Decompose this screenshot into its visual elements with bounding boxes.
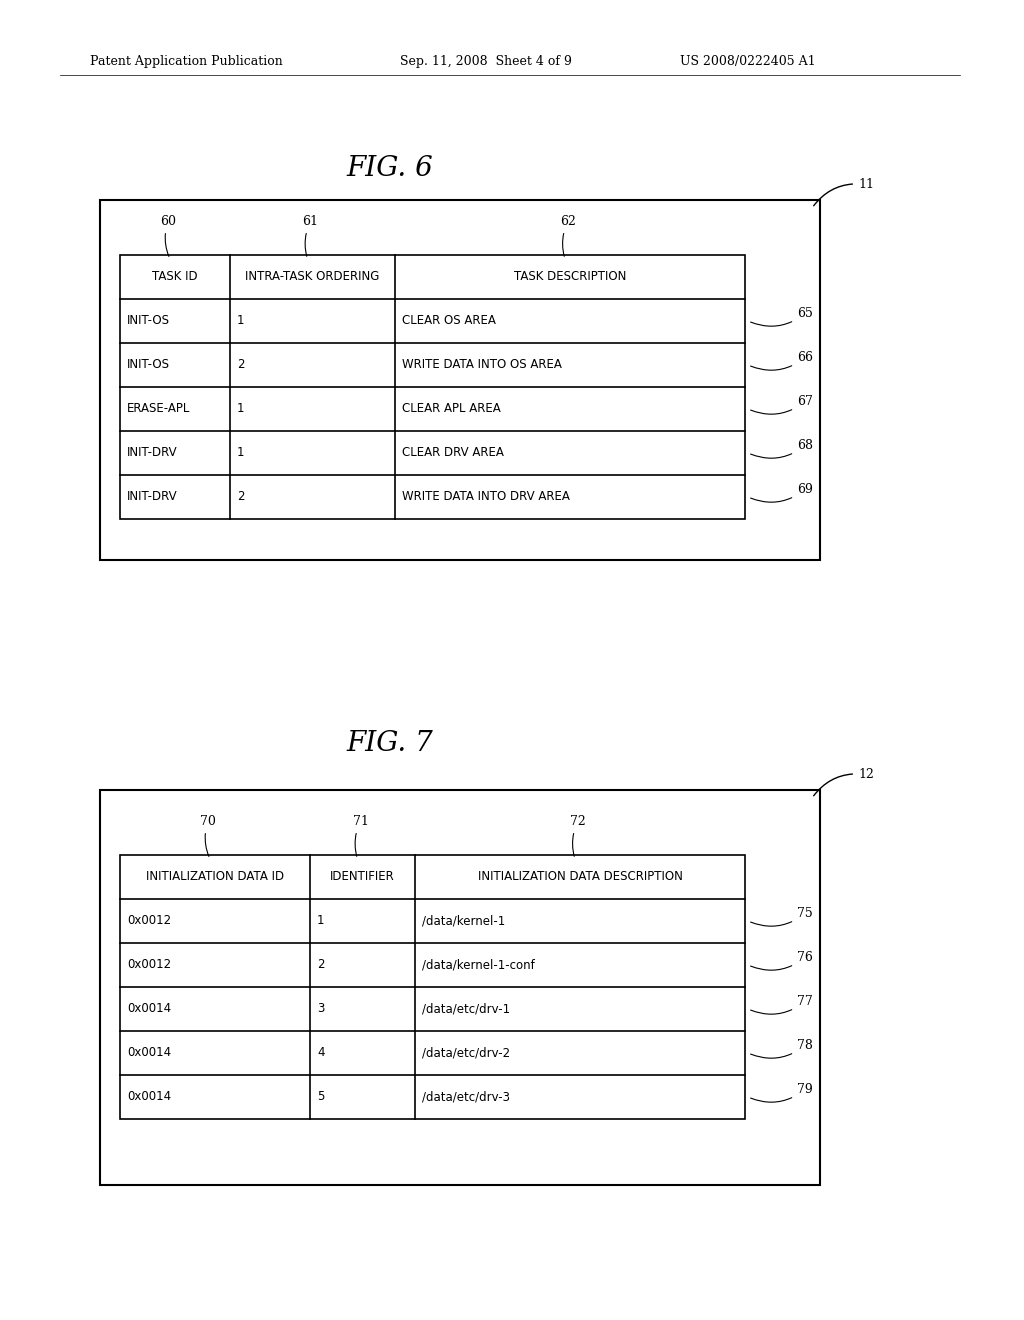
Text: 4: 4	[317, 1047, 325, 1060]
Text: /data/kernel-1: /data/kernel-1	[422, 915, 505, 928]
Text: 61: 61	[302, 215, 318, 256]
Text: 0x0014: 0x0014	[127, 1047, 171, 1060]
Text: 67: 67	[751, 395, 813, 414]
Text: WRITE DATA INTO DRV AREA: WRITE DATA INTO DRV AREA	[402, 491, 570, 503]
Text: 72: 72	[570, 814, 586, 857]
Text: 65: 65	[751, 308, 813, 326]
Text: 2: 2	[317, 958, 325, 972]
Text: 5: 5	[317, 1090, 325, 1104]
FancyBboxPatch shape	[100, 789, 820, 1185]
Text: CLEAR DRV AREA: CLEAR DRV AREA	[402, 446, 504, 459]
Text: INITIALIZATION DATA ID: INITIALIZATION DATA ID	[146, 870, 284, 883]
Bar	[120, 855, 745, 1119]
Bar	[120, 255, 745, 519]
Text: /data/etc/drv-3: /data/etc/drv-3	[422, 1090, 510, 1104]
Text: Sep. 11, 2008  Sheet 4 of 9: Sep. 11, 2008 Sheet 4 of 9	[400, 55, 571, 69]
Text: FIG. 7: FIG. 7	[347, 730, 433, 756]
Text: 75: 75	[751, 907, 813, 927]
Text: 77: 77	[751, 995, 813, 1014]
Text: 1: 1	[237, 314, 245, 327]
Text: 79: 79	[751, 1082, 813, 1102]
Text: US 2008/0222405 A1: US 2008/0222405 A1	[680, 55, 816, 69]
Text: 1: 1	[317, 915, 325, 928]
Text: WRITE DATA INTO OS AREA: WRITE DATA INTO OS AREA	[402, 359, 562, 371]
Text: TASK ID: TASK ID	[153, 271, 198, 284]
Text: 66: 66	[751, 351, 813, 370]
Text: 0x0014: 0x0014	[127, 1002, 171, 1015]
Text: 1: 1	[237, 403, 245, 416]
Text: /data/etc/drv-1: /data/etc/drv-1	[422, 1002, 510, 1015]
Text: CLEAR OS AREA: CLEAR OS AREA	[402, 314, 496, 327]
Text: 2: 2	[237, 359, 245, 371]
Text: INIT-DRV: INIT-DRV	[127, 491, 177, 503]
Text: /data/etc/drv-2: /data/etc/drv-2	[422, 1047, 510, 1060]
Text: 60: 60	[160, 215, 176, 256]
Text: IDENTIFIER: IDENTIFIER	[330, 870, 395, 883]
Text: 3: 3	[317, 1002, 325, 1015]
Text: /data/kernel-1-conf: /data/kernel-1-conf	[422, 958, 535, 972]
Text: INTRA-TASK ORDERING: INTRA-TASK ORDERING	[246, 271, 380, 284]
Text: 70: 70	[200, 814, 216, 857]
Text: 78: 78	[751, 1039, 813, 1059]
Text: FIG. 6: FIG. 6	[347, 154, 433, 182]
Text: Patent Application Publication: Patent Application Publication	[90, 55, 283, 69]
Text: TASK DESCRIPTION: TASK DESCRIPTION	[514, 271, 627, 284]
Text: 1: 1	[237, 446, 245, 459]
Text: 0x0014: 0x0014	[127, 1090, 171, 1104]
Text: 0x0012: 0x0012	[127, 915, 171, 928]
Text: INITIALIZATION DATA DESCRIPTION: INITIALIZATION DATA DESCRIPTION	[477, 870, 682, 883]
Text: 76: 76	[751, 950, 813, 970]
Text: INIT-OS: INIT-OS	[127, 314, 170, 327]
Text: 0x0012: 0x0012	[127, 958, 171, 972]
Text: CLEAR APL AREA: CLEAR APL AREA	[402, 403, 501, 416]
Text: ERASE-APL: ERASE-APL	[127, 403, 190, 416]
Text: 12: 12	[814, 768, 873, 796]
Text: 69: 69	[751, 483, 813, 502]
FancyBboxPatch shape	[100, 201, 820, 560]
Text: 62: 62	[560, 215, 575, 256]
Text: INIT-OS: INIT-OS	[127, 359, 170, 371]
Text: 2: 2	[237, 491, 245, 503]
Text: INIT-DRV: INIT-DRV	[127, 446, 177, 459]
Text: 71: 71	[352, 814, 369, 857]
Text: 11: 11	[814, 178, 874, 206]
Text: 68: 68	[751, 440, 813, 458]
